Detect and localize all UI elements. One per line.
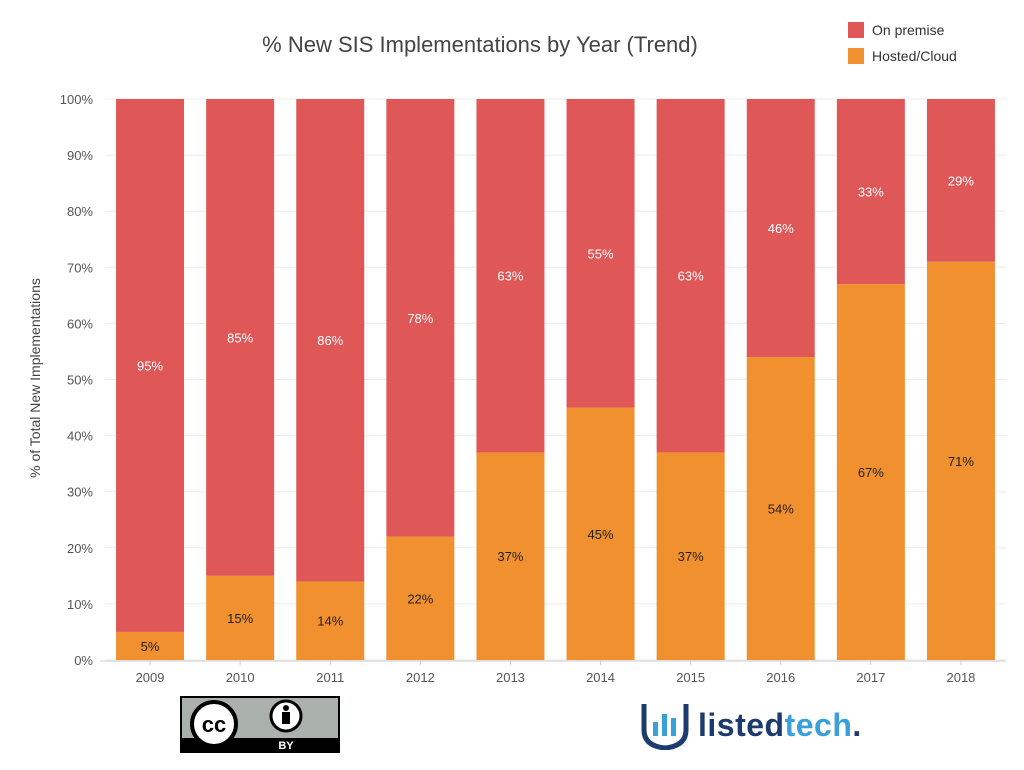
data-label: 85% — [227, 330, 253, 345]
bar-hosted-cloud-2016 — [746, 357, 815, 660]
bar-on-premise-2018 — [926, 99, 995, 262]
attribution-person-icon — [269, 699, 303, 733]
x-tick-label: 2012 — [406, 670, 435, 685]
bars — [116, 99, 995, 660]
bar-hosted-cloud-2014 — [566, 407, 635, 660]
y-tick-label: 0% — [74, 653, 93, 668]
bar-on-premise-2016 — [746, 99, 815, 358]
y-tick-label: 40% — [67, 429, 93, 444]
cc-by-license-badge: cc BY — [180, 696, 340, 753]
data-label: 5% — [141, 639, 160, 654]
x-tick-label: 2013 — [496, 670, 525, 685]
x-tick-label: 2018 — [946, 670, 975, 685]
x-tick-label: 2015 — [676, 670, 705, 685]
data-label: 55% — [588, 246, 614, 261]
bar-on-premise-2013 — [476, 99, 545, 453]
legend: On premise Hosted/Cloud — [848, 22, 957, 64]
data-label: 63% — [497, 269, 523, 284]
data-label: 54% — [768, 502, 794, 517]
bar-on-premise-2014 — [566, 99, 635, 408]
data-labels: 5% 95% 15% 85% 14% 86% 22% 78% 37% 63% 45% 55% 37% 63… — [137, 173, 974, 654]
bar-on-premise-2011 — [296, 99, 365, 582]
bar-chart-shield-icon — [641, 704, 689, 750]
bar-hosted-cloud-2013 — [476, 452, 545, 660]
bar-hosted-cloud-2017 — [836, 284, 905, 660]
legend-swatch — [848, 48, 864, 64]
bar-hosted-cloud-2009 — [116, 631, 185, 660]
data-label: 78% — [407, 311, 433, 326]
data-label: 22% — [407, 591, 433, 606]
logo-wordmark: listedtech. — [698, 706, 862, 743]
data-label: 46% — [768, 221, 794, 236]
bar-hosted-cloud-2010 — [206, 575, 275, 660]
data-label: 71% — [948, 454, 974, 469]
svg-text:cc: cc — [202, 712, 226, 737]
y-axis-label: % of Total New Implementations — [27, 278, 43, 478]
data-label: 45% — [588, 527, 614, 542]
creative-commons-icon: cc — [190, 700, 238, 748]
y-tick-label: 60% — [67, 316, 93, 331]
y-tick-label: 80% — [67, 204, 93, 219]
y-tick-label: 30% — [67, 485, 93, 500]
data-label: 33% — [858, 185, 884, 200]
x-tick-label: 2017 — [856, 670, 885, 685]
y-tick-label: 50% — [67, 373, 93, 388]
y-tick-label: 10% — [67, 597, 93, 612]
bar-on-premise-2010 — [206, 99, 275, 576]
legend-label: Hosted/Cloud — [872, 48, 957, 64]
bar-hosted-cloud-2011 — [296, 581, 365, 660]
bar-on-premise-2015 — [656, 99, 725, 453]
bar-on-premise-2017 — [836, 99, 905, 285]
y-tick-label: 20% — [67, 541, 93, 556]
data-label: 29% — [948, 173, 974, 188]
x-tick-label: 2016 — [766, 670, 795, 685]
x-axis-ticks: 2009 2010 2011 2012 2013 2014 2015 2016 2017 2018 — [100, 660, 1006, 685]
listedtech-logo: listedtech. — [640, 700, 880, 750]
y-tick-label: 70% — [67, 260, 93, 275]
chart-title: % New SIS Implementations by Year (Trend… — [262, 32, 698, 57]
bar-hosted-cloud-2018 — [926, 261, 995, 660]
data-label: 15% — [227, 611, 253, 626]
data-label: 37% — [497, 549, 523, 564]
bar-on-premise-2012 — [386, 99, 455, 537]
license-badge-text: BY — [278, 740, 294, 752]
legend-swatch — [848, 22, 864, 38]
x-tick-label: 2010 — [226, 670, 255, 685]
data-label: 14% — [317, 614, 343, 629]
x-tick-label: 2011 — [316, 670, 344, 685]
data-label: 95% — [137, 358, 163, 373]
bar-on-premise-2009 — [116, 99, 185, 632]
y-axis-ticks: 0% 10% 20% 30% 40% 50% 60% 70% 80% 90% 100% — [60, 92, 94, 668]
legend-label: On premise — [872, 22, 945, 38]
bar-hosted-cloud-2015 — [656, 452, 725, 660]
data-label: 37% — [678, 549, 704, 564]
bar-hosted-cloud-2012 — [386, 536, 455, 660]
data-label: 63% — [678, 269, 704, 284]
x-tick-label: 2014 — [586, 670, 615, 685]
data-label: 86% — [317, 333, 343, 348]
y-tick-label: 100% — [60, 92, 94, 107]
data-label: 67% — [858, 465, 884, 480]
x-tick-label: 2009 — [136, 670, 165, 685]
y-tick-label: 90% — [67, 148, 93, 163]
